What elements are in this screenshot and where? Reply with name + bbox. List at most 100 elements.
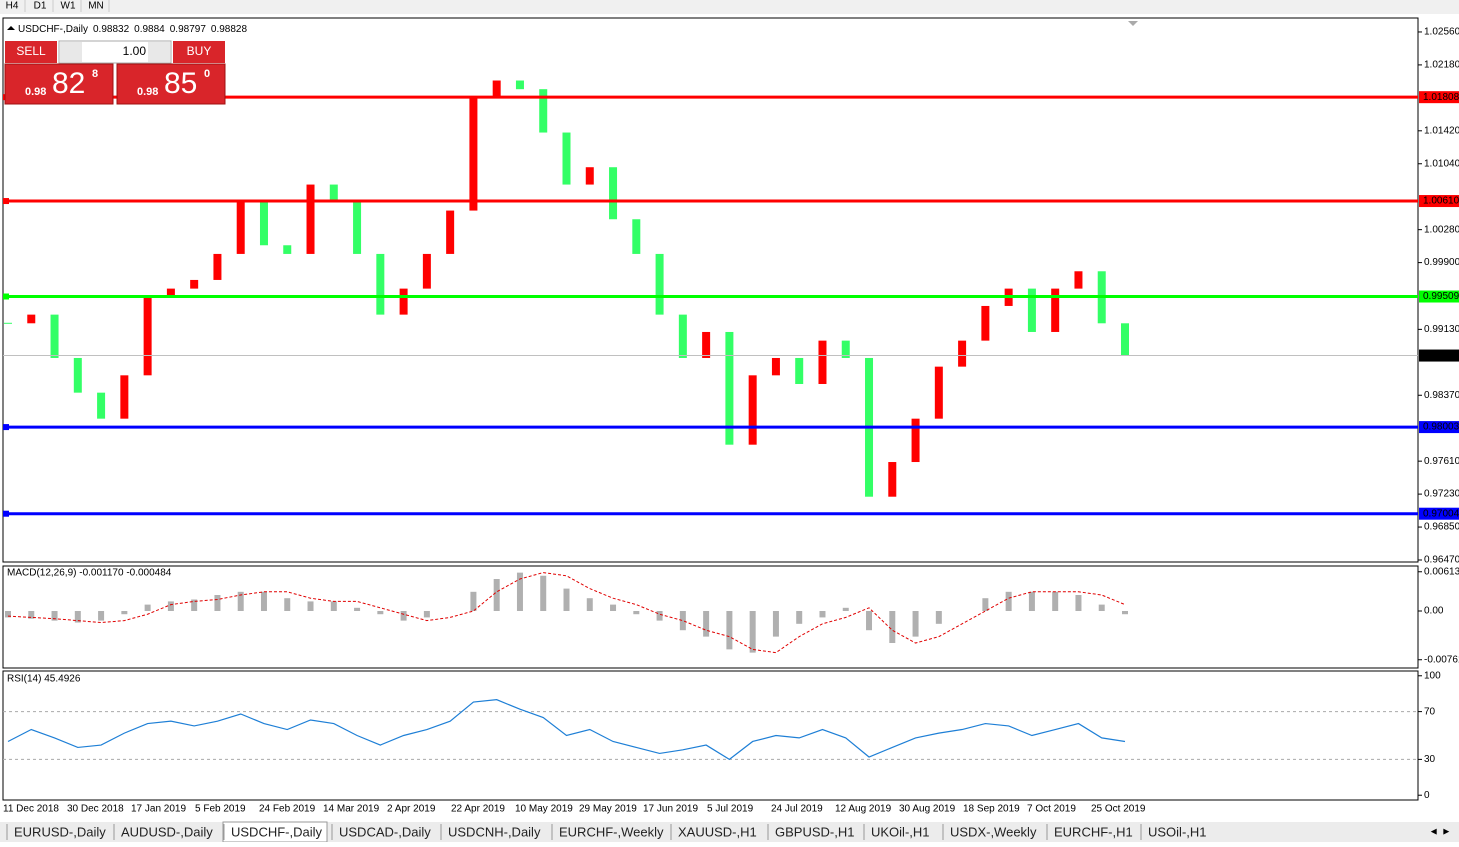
candle	[283, 245, 292, 254]
chart-tab[interactable]: XAUUSD-,H1	[678, 824, 757, 839]
last-price-label: 0.98828	[1423, 350, 1459, 361]
candle	[399, 288, 408, 315]
sell-price-big[interactable]: 0.98	[25, 86, 46, 98]
buy-button[interactable]	[173, 41, 225, 63]
candle	[585, 167, 594, 185]
shift-marker	[1128, 21, 1138, 26]
level-label-box	[1419, 91, 1459, 104]
collapse-icon	[7, 26, 15, 30]
rsi-line	[7, 699, 1126, 761]
quote-value: 0.98832	[93, 24, 130, 35]
candle	[97, 392, 106, 419]
buy-price-main[interactable]: 85	[164, 67, 197, 100]
timeframe-button[interactable]: D1	[34, 1, 47, 12]
x-tick-label: 14 Mar 2019	[323, 804, 380, 815]
chart-tab[interactable]: USOil-,H1	[1148, 824, 1207, 839]
candle	[73, 357, 82, 393]
y-tick-label: 100	[1424, 670, 1441, 681]
y-tick-label: 0.96470	[1424, 555, 1459, 566]
candle	[120, 375, 129, 419]
chart-tab[interactable]: EURCHF-,Weekly	[559, 824, 664, 839]
candle	[725, 331, 734, 445]
lot-input[interactable]	[58, 40, 172, 64]
x-tick-label: 17 Jun 2019	[643, 804, 698, 815]
x-tick-label: 18 Sep 2019	[963, 804, 1020, 815]
x-tick-label: 24 Feb 2019	[259, 804, 316, 815]
chart-tab[interactable]: EURCHF-,H1	[1054, 824, 1133, 839]
y-tick-label: 1.01420	[1424, 125, 1459, 136]
y-tick-label: 1.02180	[1424, 60, 1459, 71]
y-tick-label: 30	[1424, 754, 1436, 765]
x-tick-label: 5 Feb 2019	[195, 804, 246, 815]
buy-price-big[interactable]: 0.98	[137, 86, 158, 98]
chart-tab[interactable]: UKOil-,H1	[871, 824, 930, 839]
level-label-box	[1419, 507, 1459, 520]
chart-tab[interactable]: AUDUSD-,Daily	[121, 824, 213, 839]
candle	[376, 253, 385, 315]
signal-line	[7, 572, 1126, 654]
candle	[353, 201, 362, 254]
chart-tab[interactable]: USDCAD-,Daily	[339, 824, 431, 839]
lot-value[interactable]: 1.00	[123, 44, 147, 58]
candle	[818, 340, 827, 384]
timeframe-button[interactable]: MN	[88, 1, 104, 12]
candle	[213, 253, 222, 280]
lot-up[interactable]	[148, 42, 170, 62]
buy-label[interactable]: BUY	[187, 44, 212, 58]
candle	[655, 253, 664, 315]
chart-tab[interactable]: USDCHF-,Daily	[231, 824, 323, 839]
x-tick-label: 30 Dec 2018	[67, 804, 124, 815]
x-tick-label: 2 Apr 2019	[387, 804, 436, 815]
level-label: 1.00610	[1423, 196, 1459, 207]
timeframe-button[interactable]: W1	[61, 1, 76, 12]
sell-price-main[interactable]: 82	[52, 67, 85, 100]
level-label: 0.99509	[1423, 291, 1459, 302]
lot-down[interactable]	[60, 42, 82, 62]
y-tick-label: 0.97610	[1424, 456, 1459, 467]
x-tick-label: 17 Jan 2019	[131, 804, 186, 815]
chart-tab[interactable]: USDCNH-,Daily	[448, 824, 541, 839]
y-tick-label: 1.00280	[1424, 224, 1459, 235]
x-tick-label: 30 Aug 2019	[899, 804, 956, 815]
sell-label[interactable]: SELL	[16, 44, 46, 58]
chart-tab[interactable]: EURUSD-,Daily	[14, 824, 106, 839]
candle	[143, 297, 152, 376]
sell-price-box[interactable]	[4, 63, 114, 105]
buy-price-sup[interactable]: 0	[204, 68, 210, 80]
candle	[1074, 271, 1083, 289]
y-tick-label: 1.02560	[1424, 27, 1459, 38]
y-tick-label: 0.00613	[1424, 566, 1459, 577]
sell-price-sup[interactable]: 8	[92, 68, 98, 80]
level-label-box	[1419, 421, 1459, 434]
x-tick-label: 24 Jul 2019	[771, 804, 823, 815]
candle	[329, 184, 338, 202]
level-label: 0.98003	[1423, 422, 1459, 433]
y-tick-label: 0.99130	[1424, 324, 1459, 335]
candle	[492, 80, 501, 98]
indicator-title: MACD(12,26,9) -0.001170 -0.000484	[7, 568, 172, 579]
y-tick-label: 1.01040	[1424, 158, 1459, 169]
timeframe-button[interactable]: H4	[6, 1, 19, 12]
symbol: USDCHF-,Daily	[18, 24, 88, 35]
tab-scroll[interactable]: ◄ ►	[1429, 827, 1452, 838]
candle	[981, 305, 990, 341]
buy-price-box[interactable]	[116, 63, 226, 105]
candle	[771, 357, 780, 376]
level-label: 1.01808	[1423, 92, 1459, 103]
x-tick-label: 12 Aug 2019	[835, 804, 892, 815]
quote-value: 0.98797	[170, 24, 207, 35]
level-handle	[3, 510, 9, 517]
candle	[911, 418, 920, 463]
level-handle	[3, 293, 9, 300]
quote-value: 0.9884	[134, 24, 165, 35]
y-tick-label: 0.97230	[1424, 489, 1459, 500]
candle	[795, 357, 804, 384]
chart-tab[interactable]: USDX-,Weekly	[950, 824, 1037, 839]
y-tick-label: 0.96850	[1424, 522, 1459, 533]
candle	[469, 97, 478, 211]
chart-tab[interactable]: GBPUSD-,H1	[775, 824, 854, 839]
sell-button[interactable]	[5, 41, 57, 63]
main-panel	[2, 17, 1419, 563]
candle	[50, 314, 59, 358]
